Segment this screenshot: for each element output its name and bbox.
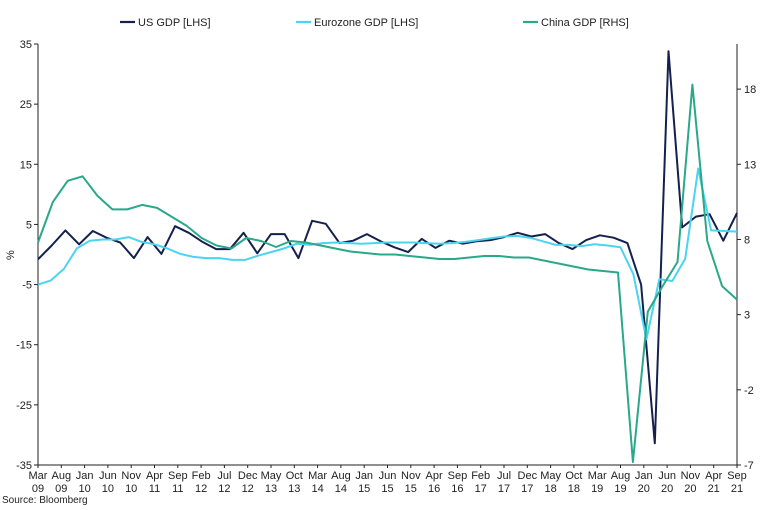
left-tick-label: -25 — [16, 400, 32, 412]
x-tick-label-year: 15 — [358, 483, 370, 495]
right-tick-label: -2 — [744, 385, 754, 397]
x-tick-label-year: 19 — [614, 483, 626, 495]
x-tick-label-year: 21 — [731, 483, 743, 495]
legend-label-us-gdp: US GDP [LHS] — [138, 17, 211, 29]
x-tick-label-month: Dec — [238, 470, 258, 482]
x-tick-label-year: 18 — [568, 483, 580, 495]
x-tick-label-year: 12 — [218, 483, 230, 495]
series-line-us-gdp-lhs — [37, 50, 738, 445]
x-tick-label-month: Mar — [29, 470, 48, 482]
x-tick-label-month: Feb — [192, 470, 211, 482]
x-tick-label-month: Sep — [168, 470, 188, 482]
left-tick-label: 5 — [26, 219, 32, 231]
x-tick-label-month: Jun — [658, 470, 676, 482]
right-tick-label: -7 — [744, 460, 754, 472]
legend-label-eurozone-gdp: Eurozone GDP [LHS] — [314, 17, 418, 29]
x-tick-label-year: 16 — [428, 483, 440, 495]
legend-item-eurozone-gdp: Eurozone GDP [LHS] — [296, 17, 418, 29]
x-tick-label-month: Nov — [401, 470, 421, 482]
x-tick-label-month: Mar — [308, 470, 327, 482]
x-tick-label-month: Jan — [355, 470, 373, 482]
x-tick-label-month: Jun — [99, 470, 117, 482]
x-tick-label-month: Nov — [121, 470, 141, 482]
x-tick-label-year: 11 — [172, 483, 183, 495]
x-tick-label-year: 20 — [638, 483, 650, 495]
y-axis-label: % — [5, 250, 17, 260]
x-tick-label-year: 10 — [102, 483, 114, 495]
x-tick-label-month: Aug — [331, 470, 351, 482]
x-tick-label-year: 13 — [265, 483, 277, 495]
series-lines — [37, 50, 738, 463]
x-tick-label-month: Jul — [497, 470, 511, 482]
x-tick-label-year: 20 — [684, 483, 696, 495]
x-tick-label-year: 18 — [544, 483, 556, 495]
x-tick-label-year: 10 — [78, 483, 90, 495]
legend: US GDP [LHS] Eurozone GDP [LHS] China GD… — [120, 17, 629, 29]
right-tick-label: 18 — [744, 84, 756, 96]
x-tick-label-year: 21 — [708, 483, 720, 495]
x-tick-label-year: 16 — [451, 483, 463, 495]
x-tick-label-month: Jan — [635, 470, 653, 482]
x-tick-label-year: 09 — [55, 483, 67, 495]
legend-label-china-gdp: China GDP [RHS] — [541, 17, 629, 29]
x-tick-label-year: 10 — [125, 483, 137, 495]
x-tick-label-month: Dec — [518, 470, 538, 482]
x-tick-label-month: Oct — [286, 470, 303, 482]
left-tick-label: -35 — [16, 460, 32, 472]
right-tick-label: 8 — [744, 234, 750, 246]
x-tick-label-year: 12 — [195, 483, 207, 495]
x-tick-label-month: Jun — [379, 470, 397, 482]
legend-item-us-gdp: US GDP [LHS] — [120, 17, 211, 29]
x-tick-label-year: 15 — [405, 483, 417, 495]
x-tick-label-month: Oct — [565, 470, 582, 482]
x-tick-label-year: 14 — [335, 483, 347, 495]
x-tick-label-month: Nov — [681, 470, 701, 482]
x-tick-label-month: May — [261, 470, 282, 482]
right-tick-label: 3 — [744, 310, 750, 322]
x-tick-label-year: 12 — [242, 483, 254, 495]
right-axis-ticks: 18 13 8 3 -2 -7 — [737, 84, 756, 472]
x-tick-label-year: 13 — [288, 483, 300, 495]
x-tick-label-month: Jul — [217, 470, 231, 482]
x-tick-label-month: May — [540, 470, 561, 482]
x-tick-label-year: 11 — [149, 483, 160, 495]
x-tick-label-month: Apr — [705, 470, 722, 482]
x-tick-label-month: Jan — [76, 470, 94, 482]
x-tick-label-year: 17 — [475, 483, 487, 495]
right-tick-label: 13 — [744, 159, 756, 171]
series-line-china-gdp-rhs — [37, 83, 738, 463]
x-tick-label-month: Apr — [426, 470, 443, 482]
x-tick-label-year: 20 — [661, 483, 673, 495]
x-tick-label-month: Sep — [448, 470, 468, 482]
left-tick-label: 15 — [20, 159, 32, 171]
x-tick-label-year: 17 — [498, 483, 510, 495]
x-axis-ticks: Mar09Aug09Jan10Jun10Nov10Apr11Sep11Feb12… — [29, 465, 747, 495]
x-tick-label-month: Aug — [52, 470, 72, 482]
x-tick-label-year: 09 — [32, 483, 44, 495]
left-tick-label: 35 — [20, 39, 32, 51]
x-tick-label-month: Aug — [611, 470, 631, 482]
left-tick-label: 25 — [20, 99, 32, 111]
legend-item-china-gdp: China GDP [RHS] — [523, 17, 629, 29]
x-tick-label-month: Sep — [727, 470, 747, 482]
x-tick-label-month: Feb — [471, 470, 490, 482]
x-tick-label-month: Apr — [146, 470, 163, 482]
x-tick-label-year: 15 — [381, 483, 393, 495]
x-tick-label-year: 17 — [521, 483, 533, 495]
source-note: Source: Bloomberg — [2, 495, 88, 506]
left-tick-label: -5 — [22, 280, 32, 292]
series-line-eurozone-gdp-lhs — [37, 167, 738, 341]
left-tick-label: -15 — [16, 340, 32, 352]
x-tick-label-year: 19 — [591, 483, 603, 495]
x-tick-label-year: 14 — [311, 483, 323, 495]
x-tick-label-month: Mar — [588, 470, 607, 482]
left-axis-ticks: 35 25 15 5 -5 -15 -25 -35 — [16, 39, 38, 472]
